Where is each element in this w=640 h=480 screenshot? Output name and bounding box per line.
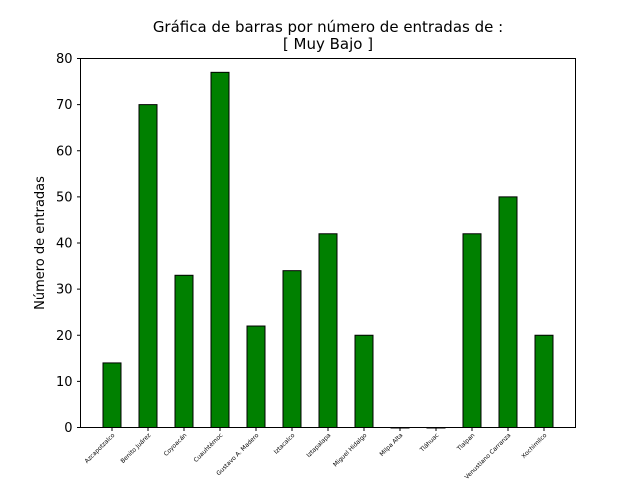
x-tick-label: Miguel Hidalgo [332,432,369,469]
y-tick-label: 40 [56,237,73,252]
x-axis-ticks: Azcapotzalco Benito Juárez Coyoacán Cuauhté… [84,427,549,480]
y-tick-label: 70 [56,98,73,113]
x-tick-label: Milpa Alta [378,432,404,458]
bar-azcapotzalco [102,362,122,428]
y-tick-label: 60 [56,144,73,159]
x-tick-label: Tlalpan [455,432,476,453]
bars-group [102,71,554,429]
y-axis-label: Número de entradas [33,176,48,310]
x-tick-label: Azcapotzalco [84,432,117,465]
y-tick-label: 10 [56,375,73,390]
x-tick-label: Xochimilco [520,432,548,460]
y-tick-label: 0 [64,421,72,436]
bar-benito-ju-rez [138,104,158,428]
y-tick-label: 20 [56,329,73,344]
y-tick-label: 30 [56,283,73,298]
x-tick-label: Coyoacán [163,432,189,458]
plot-frame [80,58,576,428]
bar-venustiano-carranza [498,196,518,428]
y-tick-label: 80 [56,52,73,67]
y-tick-label: 50 [56,190,73,205]
bar-coyoac-n [174,274,194,428]
x-tick-label: Iztacalco [273,432,297,456]
y-axis-ticks: 0 10 20 30 40 50 60 70 80 [56,52,81,436]
x-tick-label: Cuauhtémoc [192,432,224,464]
bar-tlalpan [462,233,482,428]
x-tick-label: Iztapalapa [305,432,332,459]
bar-iztapalapa [318,233,338,428]
bar-cuauht-moc [210,71,230,429]
x-tick-label: Tláhuac [418,432,440,454]
x-tick-label: Benito Juárez [119,432,152,465]
bar-xochimilco [534,334,554,428]
bar-gustavo-a-madero [246,325,266,428]
chart-title: Gráfica de barras por número de entradas… [153,18,503,36]
bar-iztacalco [282,270,302,428]
chart-subtitle: [ Muy Bajo ] [283,35,373,53]
bar-miguel-hidalgo [354,334,374,428]
